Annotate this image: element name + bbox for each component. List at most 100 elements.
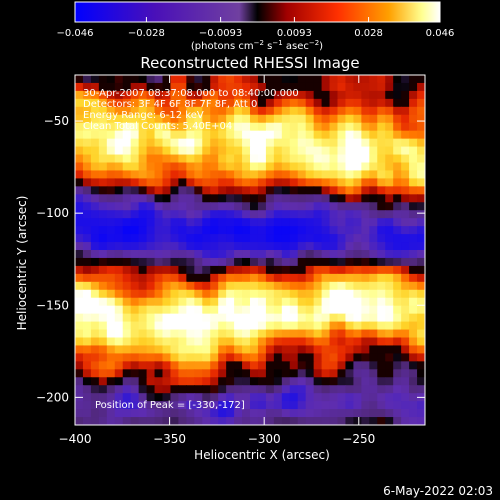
heatmap-cell xyxy=(409,178,418,187)
heatmap-cell xyxy=(313,226,323,235)
heatmap-cell xyxy=(218,409,227,418)
heatmap-cell xyxy=(337,90,347,100)
heatmap-cell xyxy=(250,114,259,124)
heatmap-cell xyxy=(218,313,227,323)
heatmap-cell xyxy=(281,250,291,259)
heatmap-cell xyxy=(154,242,164,251)
heatmap-cell xyxy=(170,202,179,211)
heatmap-cell xyxy=(273,130,283,140)
heatmap-cell xyxy=(369,106,378,116)
heatmap-cell xyxy=(377,226,386,235)
heatmap-cell xyxy=(162,369,172,378)
heatmap-cell xyxy=(273,242,283,251)
heatmap-cell xyxy=(106,265,116,275)
heatmap-cell xyxy=(210,202,219,211)
heatmap-cell xyxy=(305,202,315,211)
heatmap-cell xyxy=(401,329,410,339)
heatmap-cell xyxy=(393,329,402,339)
heatmap-cell xyxy=(138,329,148,339)
heatmap-cell xyxy=(234,369,243,378)
heatmap-cell xyxy=(106,210,116,219)
heatmap-cell xyxy=(337,313,347,323)
heatmap-cell xyxy=(82,305,92,315)
heatmap-cell xyxy=(242,385,251,394)
heatmap-cell xyxy=(337,385,347,394)
heatmap-cell xyxy=(218,146,227,156)
heatmap-cell xyxy=(202,234,211,243)
heatmap-cell xyxy=(313,234,323,243)
heatmap-cell xyxy=(210,257,219,267)
heatmap-cell xyxy=(257,321,267,331)
heatmap-cell xyxy=(178,162,187,172)
heatmap-cell xyxy=(98,385,108,394)
heatmap-cell xyxy=(281,194,291,203)
heatmap-cell xyxy=(409,114,418,124)
heatmap-cell xyxy=(154,98,164,108)
heatmap-cell xyxy=(305,305,315,315)
heatmap-cell xyxy=(114,409,124,418)
heatmap-cell xyxy=(345,329,354,339)
heatmap-cell xyxy=(90,329,100,339)
heatmap-cell xyxy=(265,162,275,172)
heatmap-cell xyxy=(297,242,307,251)
heatmap-cell xyxy=(385,321,394,331)
heatmap-cell xyxy=(250,210,259,219)
heatmap-cell xyxy=(234,393,243,402)
heatmap-cell xyxy=(178,210,187,219)
heatmap-cell xyxy=(345,377,354,386)
heatmap-cell xyxy=(377,162,386,172)
heatmap-cell xyxy=(369,289,378,299)
heatmap-cell xyxy=(401,313,410,323)
heatmap-cell xyxy=(82,281,92,291)
heatmap-cell xyxy=(353,273,362,283)
heatmap-cell xyxy=(393,289,402,299)
heatmap-cell xyxy=(218,345,227,354)
heatmap-cell xyxy=(146,369,156,378)
heatmap-cell xyxy=(226,186,235,195)
heatmap-cell xyxy=(393,242,402,251)
heatmap-cell xyxy=(114,122,124,132)
heatmap-cell xyxy=(186,154,195,164)
heatmap-cell xyxy=(162,321,172,331)
heatmap-cell xyxy=(138,377,148,386)
heatmap-cell xyxy=(178,234,187,243)
heatmap-cell xyxy=(409,226,418,235)
heatmap-cell xyxy=(122,98,132,108)
heatmap-cell xyxy=(154,106,164,116)
heatmap-cell xyxy=(234,146,243,156)
heatmap-cell xyxy=(75,361,84,370)
heatmap-cell xyxy=(130,234,140,243)
heatmap-cell xyxy=(289,122,299,132)
heatmap-cell xyxy=(257,377,267,386)
heatmap-cell xyxy=(226,146,235,156)
heatmap-cell xyxy=(178,218,187,227)
heatmap-cell xyxy=(162,170,172,179)
heatmap-cell xyxy=(313,289,323,299)
heatmap-cell xyxy=(281,289,291,299)
heatmap-cell xyxy=(186,353,195,362)
heatmap-cell xyxy=(385,90,394,100)
heatmap-cell xyxy=(194,162,203,172)
heatmap-cell xyxy=(170,106,179,116)
x-axis: −400 −350 −300 −250 xyxy=(59,75,375,446)
heatmap-cell xyxy=(281,146,291,156)
heatmap-cell xyxy=(257,257,267,267)
heatmap-cell xyxy=(401,218,410,227)
heatmap-cell xyxy=(170,417,179,425)
heatmap-cell xyxy=(305,409,315,418)
heatmap-cell xyxy=(234,130,243,140)
heatmap-cell xyxy=(313,361,323,370)
heatmap-cell xyxy=(353,242,362,251)
heatmap-cell xyxy=(273,154,283,164)
heatmap-cell xyxy=(202,265,211,275)
heatmap-cell xyxy=(210,218,219,227)
heatmap-cell xyxy=(122,289,132,299)
heatmap-cell xyxy=(385,170,394,179)
heatmap-cell xyxy=(194,114,203,124)
heatmap-cell xyxy=(289,345,299,354)
heatmap-cell xyxy=(377,385,386,394)
heatmap-cell xyxy=(417,122,425,132)
heatmap-cell xyxy=(361,297,370,307)
heatmap-cell xyxy=(305,313,315,323)
heatmap-cell xyxy=(170,281,179,291)
